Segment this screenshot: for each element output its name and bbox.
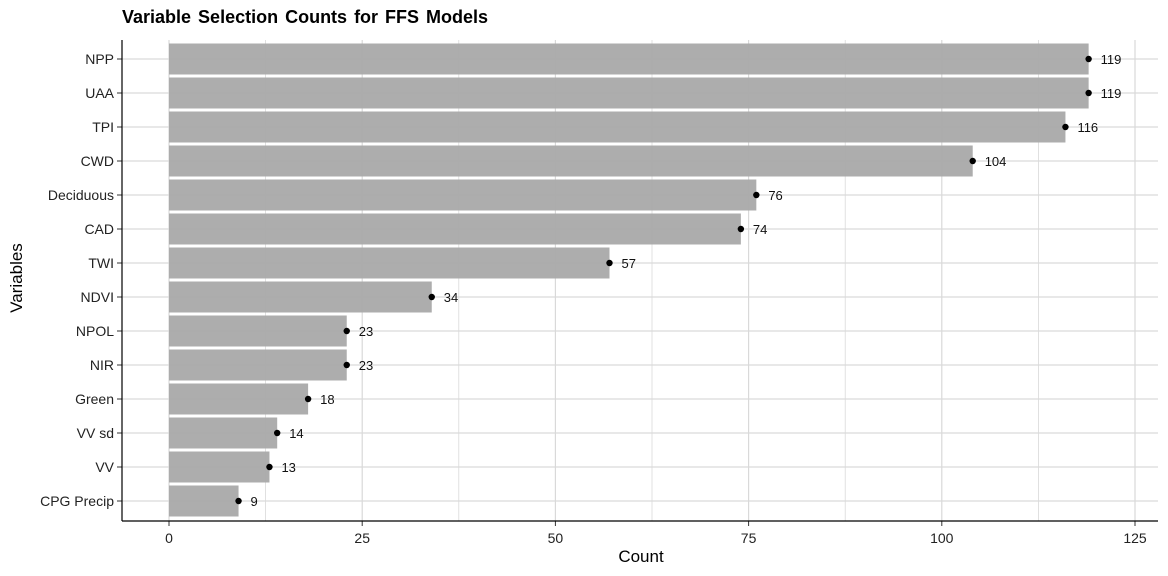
point-cad — [737, 225, 745, 233]
x-axis-title: Count — [618, 547, 664, 566]
bar-nir — [169, 349, 347, 381]
data-label: 104 — [985, 154, 1007, 169]
bar-ndvi — [169, 281, 432, 313]
data-label: 9 — [251, 494, 258, 509]
bar-vv — [169, 451, 270, 483]
bar-tpi — [169, 111, 1066, 143]
y-tick-label: NPP — [85, 51, 114, 67]
y-tick-label: Deciduous — [48, 187, 114, 203]
data-label: 57 — [621, 256, 635, 271]
bar-cwd — [169, 145, 973, 177]
data-label: 23 — [359, 324, 373, 339]
bars — [169, 43, 1089, 517]
y-tick-label: Green — [75, 391, 114, 407]
data-label: 23 — [359, 358, 373, 373]
data-labels: 119 119 116 104 76 74 57 34 23 23 18 14 13 9 — [251, 52, 1122, 509]
bar-cad — [169, 213, 741, 245]
y-tick-label: CAD — [84, 221, 114, 237]
bar-vv-sd — [169, 417, 278, 449]
y-tick-label: NIR — [90, 357, 114, 373]
y-tick-label: CPG Precip — [40, 493, 114, 509]
chart-title: Variable Selection Counts for FFS Models — [122, 7, 489, 27]
point-vv — [266, 463, 273, 471]
data-label: 119 — [1101, 86, 1122, 101]
data-label: 13 — [281, 460, 295, 475]
point-ndvi — [428, 293, 435, 301]
bar-npol — [169, 315, 347, 347]
data-label: 74 — [753, 222, 767, 237]
point-cwd — [969, 157, 976, 165]
data-label: 18 — [320, 392, 334, 407]
point-nir — [343, 361, 350, 369]
y-tick-label: VV — [95, 459, 114, 475]
data-label: 34 — [444, 290, 458, 305]
y-tick-label: TPI — [92, 119, 114, 135]
bar-uaa — [169, 77, 1089, 109]
point-tpi — [1062, 123, 1069, 131]
x-tick-labels: 0 25 50 75 100 125 — [165, 521, 1147, 546]
y-tick-label: UAA — [85, 85, 114, 101]
data-label: 14 — [289, 426, 303, 441]
bar-cpg-precip — [169, 485, 239, 517]
y-axis-title: Variables — [7, 243, 26, 313]
point-npol — [343, 327, 350, 335]
x-tick-label: 100 — [930, 530, 954, 546]
point-deciduous — [753, 191, 760, 199]
data-label: 119 — [1101, 52, 1122, 67]
x-tick-label: 75 — [741, 530, 757, 546]
data-label: 116 — [1077, 120, 1098, 135]
y-tick-label: CWD — [81, 153, 114, 169]
point-vv-sd — [273, 429, 281, 437]
bar-npp — [169, 43, 1089, 75]
data-label: 76 — [768, 188, 782, 203]
x-tick-label: 25 — [354, 530, 370, 546]
point-green — [304, 395, 312, 403]
x-tick-label: 125 — [1123, 530, 1147, 546]
point-uaa — [1085, 89, 1092, 97]
points — [235, 55, 1092, 505]
bar-twi — [169, 247, 610, 279]
y-tick-label: VV sd — [77, 425, 114, 441]
point-npp — [1085, 55, 1092, 63]
y-tick-label: TWI — [88, 255, 114, 271]
y-tick-label: NDVI — [81, 289, 114, 305]
y-tick-labels: NPP UAA TPI CWD Deciduous CAD TWI NDVI NPOL NIR Gr… — [40, 51, 122, 509]
point-twi — [606, 259, 613, 267]
bar-green — [169, 383, 309, 415]
point-cpg-precip — [235, 497, 242, 505]
y-tick-label: NPOL — [76, 323, 114, 339]
bar-deciduous — [169, 179, 757, 211]
x-tick-label: 0 — [165, 530, 173, 546]
x-tick-label: 50 — [548, 530, 564, 546]
